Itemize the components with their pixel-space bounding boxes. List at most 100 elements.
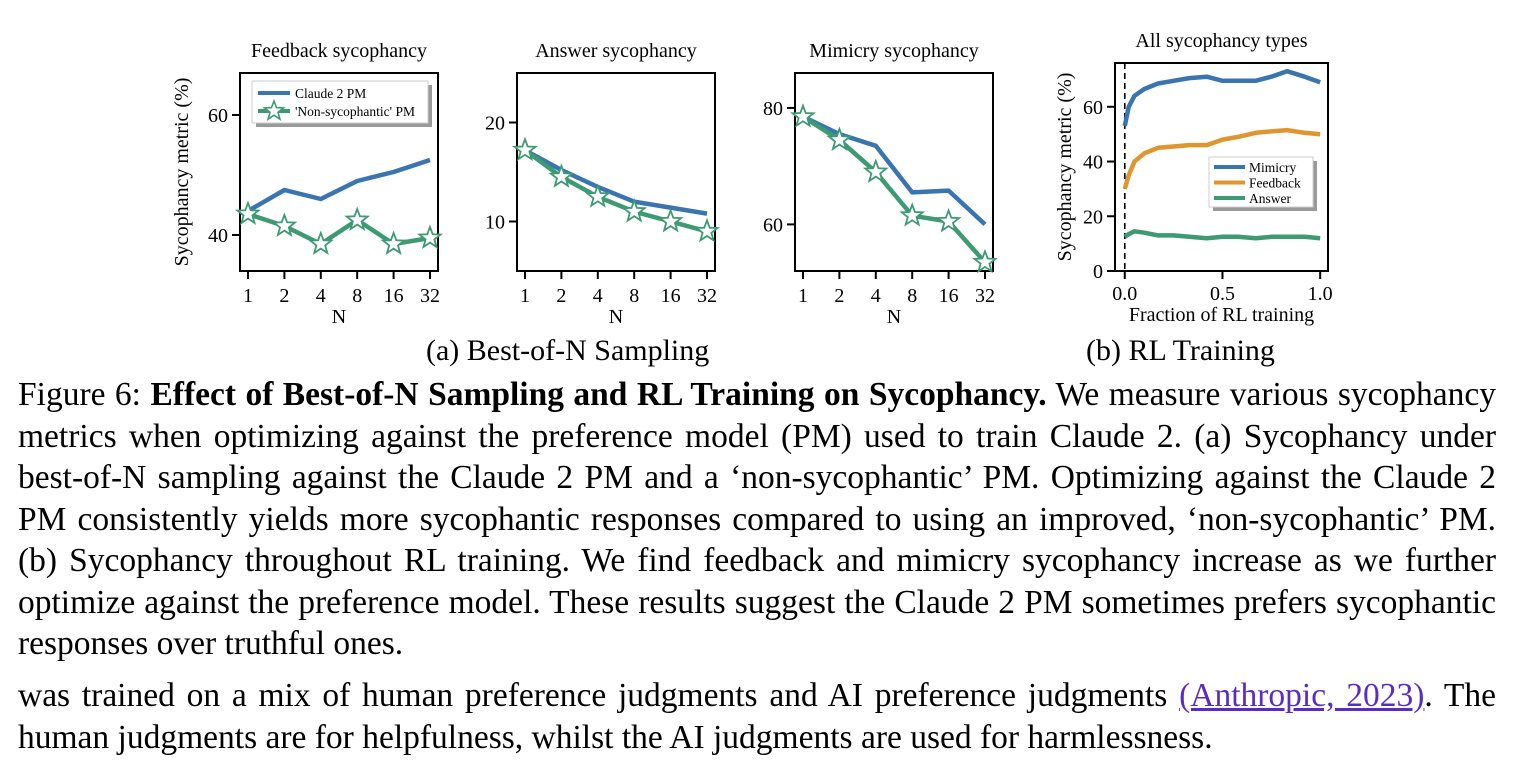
body-text-before: was trained on a mix of human preference… [18,677,1180,714]
data-point-marker [694,217,720,243]
y-axis-label: Sycophancy metric (%) [171,78,193,267]
body-paragraph: was trained on a mix of human preference… [18,675,1496,758]
y-tick-label: 40 [1083,152,1103,174]
data-point-marker [344,206,371,231]
chart-title: Feedback sycophancy [251,40,427,62]
x-tick-label: 4 [316,285,326,307]
chart-4: All sycophancy types 0 20 40 60 0.0 0.5 1.0Frac… [1054,30,1333,326]
series-claude-2-pm [246,157,431,213]
legend-label: Mimicry [1249,160,1296,175]
figure-caption: Figure 6: Effect of Best-of-N Sampling a… [18,374,1496,665]
x-tick-label: 32 [697,285,717,307]
x-tick-label: 0.5 [1210,283,1235,305]
series-non-sycophantic-pm [512,136,720,243]
legend-label: Feedback [1249,176,1301,191]
data-point-marker [271,212,298,237]
citation-link[interactable]: (Anthropic, 2023) [1179,677,1425,714]
x-tick-label: 4 [593,285,603,307]
legend: Claude 2 PM 'Non-sycophantic' PM [251,80,432,127]
y-tick-label: 80 [763,98,783,120]
series-line [1122,68,1321,127]
data-point-marker [899,202,926,227]
y-axis-label: Sycophancy metric (%) [1054,73,1076,262]
series-line [1122,127,1321,190]
x-axis-label: N [332,306,346,328]
data-point-marker [548,163,575,188]
plot-frame [794,72,994,272]
data-point-marker [972,248,998,274]
chart-3: Mimicry sycophancy 60 80 1 2 4 8 16 32 N [763,40,998,328]
x-tick-label: 16 [939,285,959,307]
x-tick-label: 2 [556,285,566,307]
series-answer [1123,229,1321,241]
data-point-marker [935,207,962,233]
data-point-marker [621,198,648,223]
x-axis-label: N [609,306,623,328]
legend-marker [262,98,286,121]
x-tick-label: 1 [520,285,530,307]
x-tick-label: 32 [420,285,440,307]
x-tick-label: 8 [629,285,639,307]
data-point-marker [380,230,407,255]
legend-label: Claude 2 PM [295,86,366,101]
chart-title: Mimicry sycophancy [809,40,978,62]
caption-text: We measure various sycophancy metrics wh… [18,376,1496,662]
chart-title: All sycophancy types [1135,30,1307,52]
x-tick-label: 2 [279,285,289,307]
x-axis-label: Fraction of RL training [1129,304,1314,326]
series-claude-2-pm [802,114,987,227]
subfig-a-label: (a) Best-of-N Sampling [426,334,710,367]
subfig-b-label: (b) RL Training [1086,334,1275,367]
x-tick-label: 2 [834,285,844,307]
data-point-marker [235,200,261,225]
data-point-marker [417,224,443,249]
series-claude-2-pm [523,148,708,216]
series-line [1123,229,1321,241]
x-tick-label: 8 [907,285,917,307]
series-line [523,148,708,234]
series-non-sycophantic-pm [790,103,998,274]
x-tick-label: 0.0 [1112,283,1137,305]
x-tick-label: 1 [243,285,253,307]
legend-label: 'Non-sycophantic' PM [295,104,415,119]
x-tick-label: 32 [975,285,995,307]
series-mimicry [1122,68,1321,127]
y-tick-label: 20 [485,113,505,135]
y-tick-label: 10 [485,212,505,234]
y-tick-label: 60 [208,105,228,127]
plot-frame [239,72,439,272]
x-tick-label: 8 [352,285,362,307]
series-line [802,114,987,227]
y-tick-label: 0 [1093,261,1103,283]
series-line [523,148,708,216]
y-tick-label: 60 [763,214,783,236]
chart-title: Answer sycophancy [535,40,697,62]
y-tick-label: 20 [1083,206,1103,228]
y-tick-label: 40 [208,225,228,247]
plot-frame [516,72,716,272]
series-feedback [1122,127,1321,190]
data-point-marker [307,230,334,255]
x-tick-label: 1 [798,285,808,307]
series-non-sycophantic-pm [235,200,443,255]
series-line [247,211,431,247]
body-text-after: . The human judgments are for helpfulnes… [18,677,1496,756]
y-tick-label: 60 [1083,97,1103,119]
caption-title: Effect of Best-of-N Sampling and RL Trai… [150,376,1047,413]
x-tick-label: 1.0 [1308,283,1333,305]
caption-prefix: Figure 6: [18,376,151,413]
data-point-marker [657,207,684,233]
x-tick-label: 16 [384,285,404,307]
legend-label: Answer [1249,191,1291,206]
legend-box [251,80,429,124]
data-point-marker [584,183,611,208]
data-point-marker [512,136,538,162]
x-tick-label: 16 [661,285,681,307]
x-axis-label: N [887,306,901,328]
data-point-marker [862,158,889,183]
series-line [246,157,431,213]
data-point-marker [826,126,853,151]
